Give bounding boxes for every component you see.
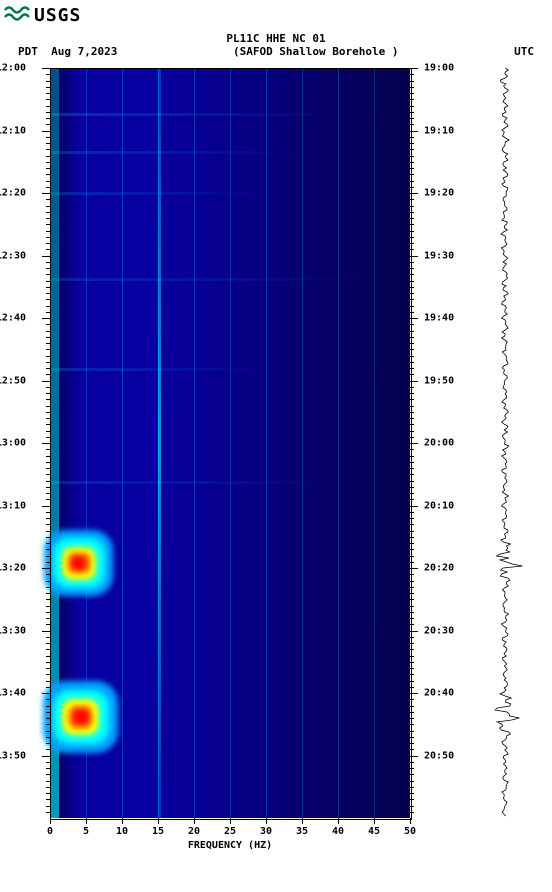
- frequency-axis-label: FREQUENCY (HZ): [50, 840, 410, 851]
- time-label: 20:00: [424, 438, 454, 449]
- broadband-streak: [50, 481, 338, 484]
- time-label: 12:00: [0, 63, 26, 74]
- time-label: 12:40: [0, 313, 26, 324]
- gridline: [194, 68, 195, 818]
- usgs-wave-icon: [4, 4, 30, 26]
- freq-tick-label: 50: [404, 826, 416, 837]
- chart-header: PL11C HHE NC 01 PDT Aug 7,2023 (SAFOD Sh…: [0, 32, 552, 58]
- freq-tick-label: 15: [152, 826, 164, 837]
- time-label: 13:30: [0, 625, 26, 636]
- station-name: (SAFOD Shallow Borehole ): [233, 45, 399, 58]
- gridline: [266, 68, 267, 818]
- freq-tick-label: 20: [188, 826, 200, 837]
- time-label: 13:00: [0, 438, 26, 449]
- gridline: [302, 68, 303, 818]
- freq-tick-label: 40: [332, 826, 344, 837]
- time-label: 20:10: [424, 500, 454, 511]
- freq-tick-label: 25: [224, 826, 236, 837]
- time-label: 12:30: [0, 250, 26, 261]
- usgs-logo: USGS: [4, 4, 81, 26]
- pdt-time-axis: 12:0012:1012:2012:3012:4012:5013:0013:10…: [30, 68, 50, 818]
- time-label: 13:50: [0, 750, 26, 761]
- freq-tick-label: 45: [368, 826, 380, 837]
- seismogram-svg: [480, 68, 530, 818]
- time-label: 12:20: [0, 188, 26, 199]
- seismic-event-blob: [74, 710, 88, 724]
- gridline: [338, 68, 339, 818]
- time-label: 20:20: [424, 563, 454, 574]
- spectrogram-plot: [50, 68, 410, 818]
- time-label: 13:20: [0, 563, 26, 574]
- broadband-streak: [50, 278, 374, 281]
- frequency-axis: FREQUENCY (HZ) 05101520253035404550: [50, 818, 410, 858]
- freq-tick-label: 0: [47, 826, 53, 837]
- time-label: 19:00: [424, 63, 454, 74]
- time-label: 19:50: [424, 375, 454, 386]
- broadband-streak: [50, 368, 266, 371]
- broadband-streak: [50, 151, 302, 154]
- gridline: [374, 68, 375, 818]
- freq-tick-label: 10: [116, 826, 128, 837]
- freq-tick-label: 30: [260, 826, 272, 837]
- time-label: 19:30: [424, 250, 454, 261]
- time-label: 20:30: [424, 625, 454, 636]
- time-label: 12:10: [0, 125, 26, 136]
- time-label: 20:40: [424, 688, 454, 699]
- time-label: 20:50: [424, 750, 454, 761]
- gridline: [230, 68, 231, 818]
- time-label: 12:50: [0, 375, 26, 386]
- seismogram-trace: [480, 68, 530, 818]
- right-timezone: UTC: [514, 45, 534, 58]
- time-label: 19:20: [424, 188, 454, 199]
- seismic-event-blob: [72, 557, 85, 569]
- left-timezone: PDT Aug 7,2023: [18, 45, 117, 58]
- freq-tick-label: 35: [296, 826, 308, 837]
- freq-tick-label: 5: [83, 826, 89, 837]
- broadband-streak: [50, 192, 266, 195]
- usgs-logo-text: USGS: [34, 5, 81, 26]
- gridline: [122, 68, 123, 818]
- time-label: 19:40: [424, 313, 454, 324]
- time-label: 13:40: [0, 688, 26, 699]
- broadband-streak: [50, 113, 338, 116]
- utc-time-axis: 19:0019:1019:2019:3019:4019:5020:0020:10…: [410, 68, 430, 818]
- time-label: 13:10: [0, 500, 26, 511]
- time-label: 19:10: [424, 125, 454, 136]
- station-code-title: PL11C HHE NC 01: [0, 32, 552, 45]
- persistent-tone-line: [158, 68, 161, 818]
